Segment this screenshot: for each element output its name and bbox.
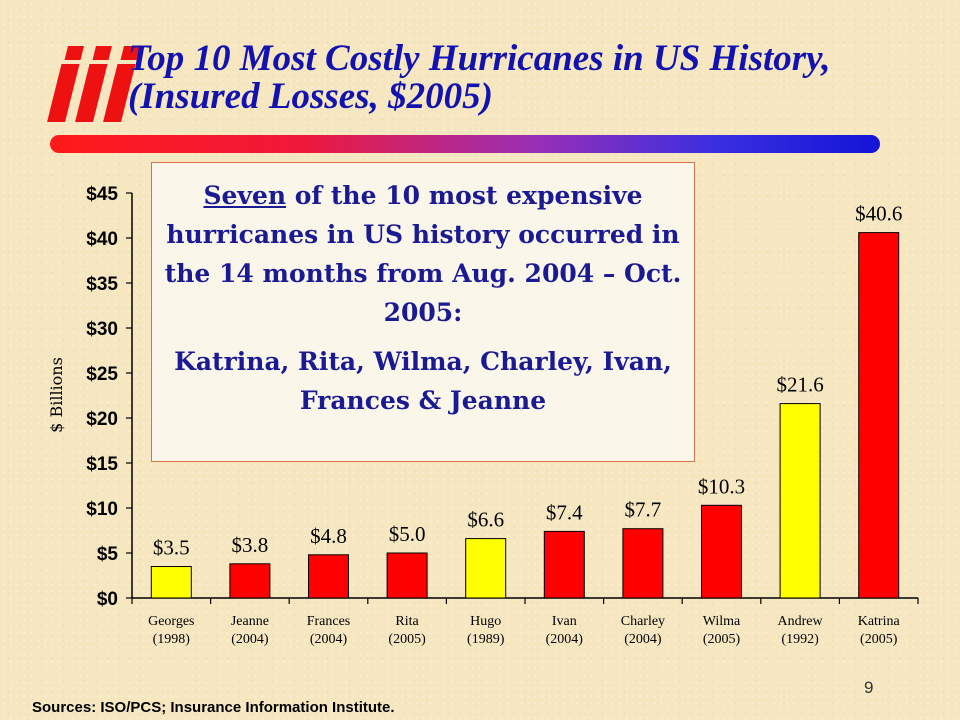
callout-lead-rest: of the 10 most expensive hurricanes in U… bbox=[164, 181, 682, 327]
iii-logo bbox=[47, 46, 141, 122]
x-category-year: (2004) bbox=[310, 632, 348, 647]
x-category-year: (2005) bbox=[860, 632, 898, 647]
bar-data-label: $3.5 bbox=[153, 536, 190, 560]
title-line-2: (Insured Losses, $2005) bbox=[128, 76, 493, 117]
x-category-year: (2004) bbox=[546, 632, 584, 647]
bar-data-label: $21.6 bbox=[776, 373, 823, 397]
bar-data-label: $7.7 bbox=[625, 498, 662, 522]
callout-box: Seven of the 10 most expensive hurricane… bbox=[151, 162, 695, 462]
x-category-year: (1989) bbox=[467, 632, 505, 647]
title-divider-bar bbox=[50, 135, 880, 153]
slide-title: Top 10 Most Costly Hurricanes in US Hist… bbox=[128, 40, 948, 116]
title-line-1: Top 10 Most Costly Hurricanes in US Hist… bbox=[128, 38, 831, 79]
y-tick-label: $25 bbox=[86, 364, 118, 385]
y-tick-label: $40 bbox=[86, 229, 118, 250]
bar-data-label: $4.8 bbox=[310, 524, 347, 548]
bar bbox=[858, 232, 900, 599]
x-category-label: Georges bbox=[148, 614, 194, 629]
x-category-label: Ivan bbox=[552, 614, 577, 629]
y-tick-label: $5 bbox=[97, 544, 119, 565]
x-category-label: Katrina bbox=[858, 614, 901, 629]
x-category-label: Rita bbox=[395, 614, 419, 629]
bar bbox=[543, 530, 585, 599]
bar bbox=[622, 528, 664, 599]
y-tick-label: $15 bbox=[86, 454, 118, 475]
x-category-year: (1992) bbox=[781, 632, 819, 647]
bar bbox=[465, 538, 507, 599]
y-tick-label: $35 bbox=[86, 274, 118, 295]
x-category-year: (2004) bbox=[624, 632, 662, 647]
bar-data-label: $7.4 bbox=[546, 500, 583, 524]
bar bbox=[779, 403, 821, 599]
y-tick-label: $45 bbox=[86, 184, 118, 205]
sources-note: Sources: ISO/PCS; Insurance Information … bbox=[32, 699, 395, 716]
bar bbox=[150, 566, 192, 599]
bar bbox=[308, 554, 349, 599]
page-number: 9 bbox=[864, 678, 874, 697]
bar bbox=[701, 504, 742, 599]
x-category-label: Hugo bbox=[470, 614, 501, 629]
x-category-label: Frances bbox=[307, 614, 351, 629]
bar-data-label: $3.8 bbox=[232, 533, 269, 557]
y-axis-label: $ Billions bbox=[47, 357, 66, 433]
y-tick-label: $10 bbox=[86, 499, 118, 520]
bar-data-label: $10.3 bbox=[698, 474, 745, 498]
bar bbox=[386, 552, 428, 599]
y-tick-label: $30 bbox=[86, 319, 118, 340]
bar bbox=[229, 563, 271, 599]
bar-data-label: $6.6 bbox=[467, 508, 504, 532]
x-category-label: Andrew bbox=[778, 614, 824, 629]
callout-hurricane-names: Katrina, Rita, Wilma, Charley, Ivan, Fra… bbox=[174, 347, 672, 415]
x-category-year: (2005) bbox=[388, 632, 426, 647]
bar-data-label: $40.6 bbox=[855, 202, 902, 226]
x-category-year: (2004) bbox=[231, 632, 269, 647]
y-tick-label: $20 bbox=[86, 409, 118, 430]
x-category-year: (1998) bbox=[153, 632, 191, 647]
x-category-year: (2005) bbox=[703, 632, 741, 647]
x-category-label: Charley bbox=[621, 614, 665, 629]
callout-emphasis: Seven bbox=[203, 181, 287, 210]
callout-lead-text: Seven of the 10 most expensive hurricane… bbox=[152, 176, 694, 332]
x-category-label: Wilma bbox=[703, 614, 741, 629]
y-tick-label: $0 bbox=[97, 589, 118, 610]
x-category-label: Jeanne bbox=[231, 614, 269, 629]
bar-data-label: $5.0 bbox=[389, 522, 426, 546]
